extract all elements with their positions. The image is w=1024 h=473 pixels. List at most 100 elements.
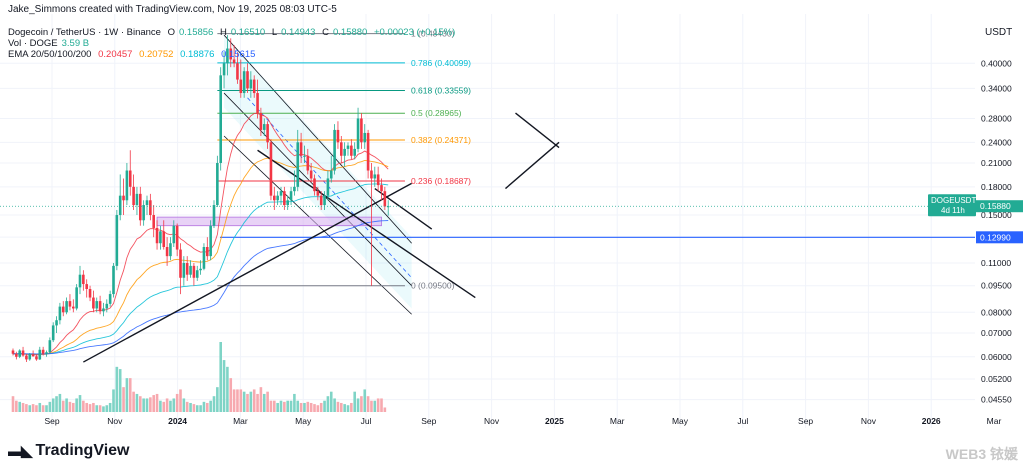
candle-body xyxy=(142,205,145,221)
volume-bar xyxy=(51,398,55,412)
fib-label: 0 (0.09500) xyxy=(411,281,455,291)
candle-body xyxy=(259,113,263,130)
support-price-tag xyxy=(976,231,1023,244)
candle-body xyxy=(356,118,360,149)
volume-bar xyxy=(259,387,263,412)
candle-body xyxy=(242,71,246,94)
candle-body xyxy=(209,225,212,257)
candle-body xyxy=(363,132,367,143)
volume-value: 3.59 B xyxy=(61,38,90,49)
open-value: 0.15856 xyxy=(178,27,214,38)
fib-label: 0.618 (0.33559) xyxy=(411,85,471,95)
volume-bar xyxy=(72,402,75,412)
candle-body xyxy=(299,142,303,156)
candle-body xyxy=(159,231,162,244)
last-price-label: 0.15880 xyxy=(980,201,1011,211)
volume-bar xyxy=(363,389,367,412)
volume-bar xyxy=(296,400,300,412)
candle-body xyxy=(58,306,62,321)
volume-bar xyxy=(132,391,135,412)
candle-body xyxy=(252,79,256,94)
candle-body xyxy=(206,247,209,257)
ema50-value: 0.20752 xyxy=(139,49,174,60)
candle-body xyxy=(132,186,135,206)
volume-bar xyxy=(346,405,350,412)
volume-bar xyxy=(360,396,363,412)
volume-bar xyxy=(246,393,249,412)
price-tick-label: 0.18000 xyxy=(981,182,1012,192)
candle-body xyxy=(65,301,68,313)
candle-body xyxy=(195,270,199,278)
candle-body xyxy=(25,355,28,360)
candle-body xyxy=(85,284,88,290)
volume-bar xyxy=(189,402,192,412)
rising-trendline xyxy=(83,182,412,363)
candle-body xyxy=(78,274,82,288)
candle-body xyxy=(343,148,346,156)
chart-credit: Jake_Simmons created with TradingView.co… xyxy=(8,4,337,15)
volume-bar xyxy=(165,398,169,412)
ema-legend[interactable]: EMA 20/50/100/200 0.20457 0.20752 0.1887… xyxy=(8,49,259,60)
volume-bar xyxy=(179,389,182,412)
change-value: +0.00023 (+0.15%) xyxy=(373,27,456,38)
candle-body xyxy=(216,162,219,206)
candle-body xyxy=(326,178,330,196)
price-tick-label: 0.21000 xyxy=(981,158,1012,168)
volume-legend[interactable]: Vol · DOGE 3.59 B xyxy=(8,38,93,49)
volume-bar xyxy=(299,402,303,412)
fib-label: 0.5 (0.28965) xyxy=(411,108,462,118)
volume-bar xyxy=(236,389,239,412)
price-tick-label: 0.34000 xyxy=(981,83,1012,93)
candle-body xyxy=(370,170,373,179)
price-tick-label: 0.05200 xyxy=(981,374,1012,384)
volume-bar xyxy=(323,400,326,412)
tradingview-logo[interactable]: ▬◣ TradingView xyxy=(8,442,130,460)
volume-bar xyxy=(145,398,149,412)
candle-body xyxy=(45,352,48,354)
fib-label: 0.382 (0.24371) xyxy=(411,135,471,145)
countdown-label: 4d 11h xyxy=(941,206,965,215)
volume-bar xyxy=(92,402,95,412)
volume-bar xyxy=(289,400,293,412)
volume-bar xyxy=(209,400,212,412)
volume-bar xyxy=(98,405,102,412)
candle-body xyxy=(376,174,380,186)
candle-body xyxy=(229,48,233,60)
candle-body xyxy=(319,195,323,206)
volume-bar xyxy=(222,360,226,412)
volume-bar xyxy=(61,400,65,412)
volume-bar xyxy=(283,401,286,412)
volume-bar xyxy=(18,401,21,412)
volume-bar xyxy=(102,406,105,412)
candle-body xyxy=(386,206,390,208)
candle-body xyxy=(199,268,202,271)
volume-bar xyxy=(115,366,119,412)
time-tick-label: Nov xyxy=(107,416,123,426)
candle-body xyxy=(273,195,276,201)
volume-bar xyxy=(31,404,35,412)
volume-bar xyxy=(269,400,273,412)
ema-lines xyxy=(12,113,389,356)
candle-body xyxy=(262,124,266,130)
time-tick-label: May xyxy=(672,416,689,426)
candle-body xyxy=(222,63,226,76)
volume-bar xyxy=(313,404,316,412)
time-axis[interactable]: Sep Nov 2024 Mar May Jul Sep Nov 2025 Mar May Jul Se… xyxy=(44,416,1001,426)
volume-bar xyxy=(326,396,330,412)
candle-body xyxy=(172,225,176,244)
volume-bar xyxy=(159,400,162,412)
source-watermark: WEB3 铱媛 xyxy=(945,446,1018,462)
volume-bar xyxy=(82,400,85,412)
volume-bar xyxy=(239,389,243,412)
candle-body xyxy=(366,132,370,171)
volume-bar xyxy=(192,404,196,412)
symbol-title[interactable]: Dogecoin / TetherUS · 1W · Binance xyxy=(8,27,161,38)
price-tick-label: 0.06000 xyxy=(981,352,1012,362)
candle-body xyxy=(303,155,306,157)
candle-body xyxy=(329,170,333,179)
time-tick-label: Sep xyxy=(421,416,436,426)
volume-bar xyxy=(333,398,336,412)
volume-bar xyxy=(21,402,25,412)
